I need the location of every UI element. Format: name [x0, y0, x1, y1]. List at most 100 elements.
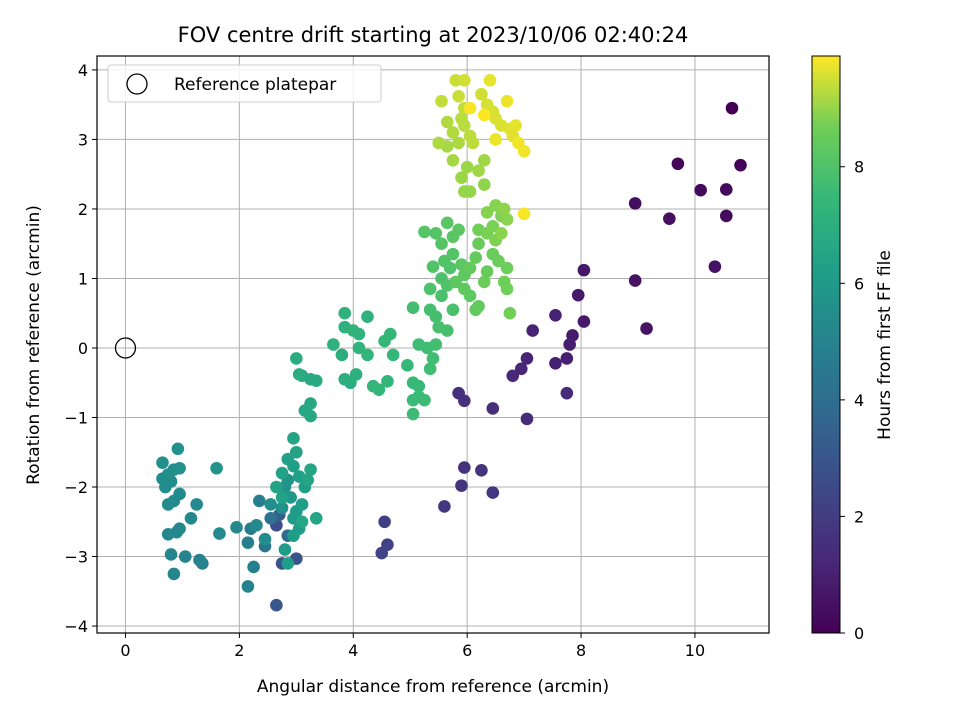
data-point	[440, 324, 454, 337]
data-point	[423, 362, 437, 376]
colorbar-tick-label: 0	[854, 624, 864, 643]
data-point	[270, 480, 283, 494]
data-point	[196, 557, 209, 570]
data-point	[446, 247, 460, 261]
data-point	[463, 101, 477, 115]
data-point	[719, 209, 733, 223]
data-point	[694, 183, 707, 197]
data-point	[435, 289, 448, 303]
grid	[97, 56, 769, 633]
data-point	[173, 487, 186, 501]
data-point	[253, 494, 266, 508]
data-point	[361, 348, 374, 362]
data-point	[458, 461, 471, 474]
data-point	[517, 207, 531, 221]
data-point	[213, 527, 226, 540]
colorbar-tick-label: 4	[854, 391, 864, 410]
data-point	[349, 368, 363, 381]
data-point	[477, 275, 491, 289]
data-point	[438, 500, 451, 513]
data-point	[190, 498, 203, 511]
data-point	[475, 87, 488, 101]
data-point	[628, 274, 642, 287]
data-point	[520, 412, 534, 426]
data-point	[173, 522, 186, 536]
data-point	[671, 157, 685, 171]
colorbar-tick-label: 6	[854, 274, 864, 293]
data-point	[381, 375, 394, 388]
data-point	[455, 479, 468, 492]
x-axis-label: Angular distance from reference (arcmin)	[257, 677, 609, 697]
data-point	[250, 518, 263, 532]
y-tick-label: −2	[64, 478, 88, 497]
data-point	[560, 352, 574, 365]
data-point	[463, 289, 477, 303]
data-point	[438, 254, 451, 268]
data-point	[440, 115, 454, 129]
data-point	[290, 352, 303, 365]
data-point	[725, 101, 739, 115]
data-point	[258, 532, 272, 546]
data-point	[734, 158, 747, 172]
data-point	[446, 153, 460, 167]
chart-title: FOV centre drift starting at 2023/10/06 …	[178, 23, 689, 47]
data-point	[486, 220, 500, 233]
data-point	[477, 178, 491, 191]
data-point	[156, 456, 169, 469]
data-point	[418, 225, 431, 239]
data-point	[167, 567, 181, 581]
data-point	[486, 402, 500, 415]
colorbar: 0 2 4 6 8 Hours from first FF file	[811, 55, 895, 643]
data-point	[429, 310, 443, 323]
data-point	[346, 324, 360, 337]
data-point	[429, 226, 443, 240]
data-point	[301, 473, 315, 487]
legend-entry-reference: Reference platepar	[174, 75, 336, 95]
y-tick-label: 0	[78, 339, 88, 358]
data-point	[372, 383, 386, 396]
x-tick-label: 4	[348, 641, 358, 660]
colorbar-tick-label: 8	[854, 158, 864, 177]
y-tick-label: −1	[64, 408, 88, 427]
data-point	[264, 511, 277, 525]
y-tick-label: 2	[78, 200, 88, 219]
colorbar-ticks: 0 2 4 6 8	[840, 158, 864, 643]
data-point	[304, 463, 317, 476]
y-axis-label: Rotation from reference (arcmin)	[24, 205, 44, 485]
data-point	[469, 251, 483, 264]
data-point	[640, 322, 653, 335]
data-point	[290, 445, 303, 459]
data-point	[514, 362, 528, 376]
data-point	[406, 407, 420, 421]
data-point	[304, 397, 317, 410]
x-tick-label: 6	[462, 641, 472, 660]
data-point	[386, 348, 400, 362]
data-point	[477, 108, 491, 122]
data-point	[628, 197, 642, 210]
data-point	[458, 185, 471, 198]
data-point	[241, 536, 255, 549]
data-point	[520, 352, 534, 365]
data-point	[338, 306, 352, 320]
y-tick-label: 1	[78, 269, 88, 288]
data-point	[275, 501, 289, 515]
data-point	[164, 548, 178, 561]
data-point	[663, 212, 676, 225]
data-point	[472, 237, 485, 250]
data-point	[577, 263, 591, 277]
legend-reference-marker	[126, 73, 148, 95]
data-point	[309, 511, 323, 525]
data-point	[560, 386, 574, 400]
y-axis-ticks: −4 −3 −2 −1 0 1 2 3 4	[64, 61, 97, 636]
data-point	[304, 409, 317, 423]
data-point	[432, 136, 445, 150]
data-point	[719, 183, 733, 196]
data-point	[517, 144, 531, 158]
data-point	[489, 133, 502, 146]
data-point	[571, 288, 585, 302]
y-tick-label: −3	[64, 548, 88, 567]
data-point	[292, 368, 306, 381]
data-point	[275, 466, 289, 480]
x-tick-label: 8	[576, 641, 586, 660]
